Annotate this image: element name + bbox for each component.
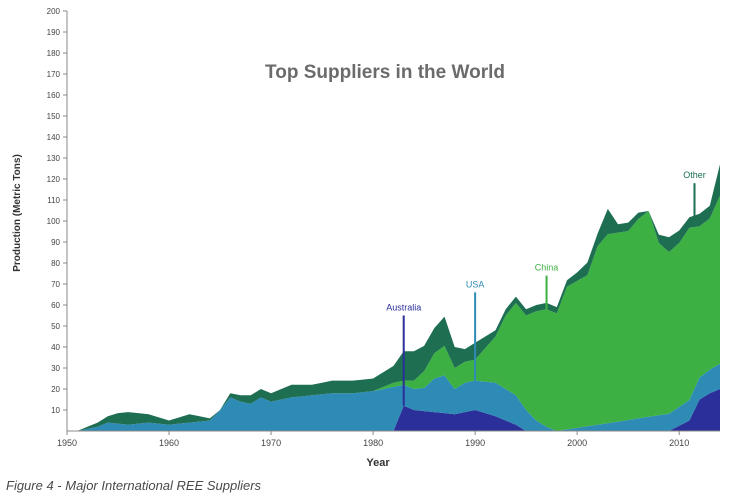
annotation-label-other: Other: [683, 170, 706, 180]
y-tick-label: 130: [47, 154, 61, 163]
annotation-label-australia: Australia: [386, 303, 421, 313]
y-tick-label: 70: [51, 280, 60, 289]
y-axis-label: Production (Metric Tons): [12, 154, 23, 272]
y-tick-label: 80: [51, 259, 60, 268]
chart-title: Top Suppliers in the World: [265, 62, 505, 83]
y-tick-label: 150: [47, 112, 61, 121]
x-axis-label: Year: [366, 457, 390, 469]
y-tick-label: 190: [47, 28, 61, 37]
y-tick-label: 90: [51, 238, 60, 247]
y-tick-label: 120: [47, 175, 61, 184]
y-tick-label: 160: [47, 91, 61, 100]
annotation-label-usa: USA: [466, 279, 485, 289]
x-tick-label: 1990: [465, 438, 485, 448]
x-tick-label: 1980: [363, 438, 383, 448]
annotations: Australia USA China Other: [386, 170, 706, 406]
x-tick-label: 2010: [669, 438, 689, 448]
y-tick-label: 170: [47, 70, 61, 79]
y-tick-label: 140: [47, 133, 61, 142]
y-tick-label: 180: [47, 49, 61, 58]
y-tick-label: 110: [47, 196, 60, 205]
area-usa: [77, 363, 720, 431]
y-tick-label: 100: [47, 217, 61, 226]
figure-caption: Figure 4 - Major International REE Suppl…: [6, 478, 262, 493]
y-tick-label: 50: [51, 322, 60, 331]
x-tick-label: 1970: [261, 438, 281, 448]
annotation-label-china: China: [535, 263, 559, 273]
y-tick-label: 10: [51, 406, 60, 415]
y-tick-label: 20: [51, 385, 60, 394]
area-layers: [77, 164, 720, 432]
x-tick-label: 2000: [567, 438, 587, 448]
area-other: [77, 164, 720, 432]
y-tick-label: 60: [51, 301, 60, 310]
area-australia: [77, 389, 720, 431]
area-china: [77, 195, 720, 431]
axes: 10 20 30 40 50 60 70 80 90 100 110 120 130 140 150 160 1…: [47, 7, 720, 448]
y-tick-label: 40: [51, 343, 60, 352]
x-tick-label: 1950: [57, 438, 77, 448]
y-tick-label: 200: [47, 7, 61, 16]
y-tick-label: 30: [51, 364, 60, 373]
x-tick-label: 1960: [159, 438, 179, 448]
